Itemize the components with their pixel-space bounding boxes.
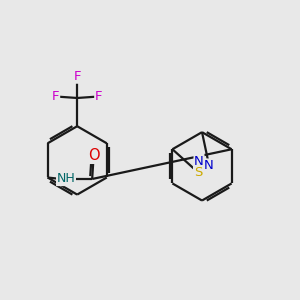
Text: F: F [74, 70, 81, 83]
Text: NH: NH [57, 172, 75, 185]
Text: N: N [204, 159, 214, 172]
Text: N: N [194, 154, 204, 168]
Text: F: F [52, 90, 59, 103]
Text: S: S [194, 166, 202, 178]
Text: F: F [95, 90, 102, 103]
Text: O: O [88, 148, 100, 163]
